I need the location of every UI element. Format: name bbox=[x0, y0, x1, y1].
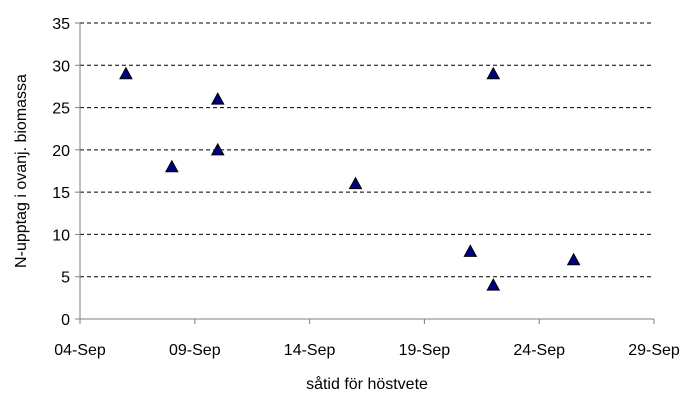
x-tick-label: 24-Sep bbox=[513, 342, 565, 359]
axes bbox=[75, 22, 655, 324]
y-tick-label: 20 bbox=[52, 143, 70, 160]
x-tick-label: 04-Sep bbox=[54, 342, 106, 359]
y-tick-label: 15 bbox=[52, 185, 70, 202]
data-point-triangle bbox=[486, 278, 501, 291]
x-tick-label: 14-Sep bbox=[284, 342, 336, 359]
y-axis-title: N-upptag i ovanj. biomassa bbox=[13, 74, 30, 268]
data-point-triangle bbox=[210, 142, 225, 156]
data-points bbox=[119, 66, 581, 291]
x-tick-label: 19-Sep bbox=[399, 342, 451, 359]
x-axis-title: såtid för höstvete bbox=[306, 375, 428, 393]
data-point-triangle bbox=[164, 159, 179, 173]
y-tick-label: 5 bbox=[61, 270, 70, 287]
data-point-triangle bbox=[210, 92, 225, 105]
data-point-triangle bbox=[486, 66, 501, 80]
data-point-triangle bbox=[348, 176, 363, 190]
data-point-triangle bbox=[566, 252, 581, 266]
y-tick-label: 0 bbox=[61, 312, 70, 329]
data-point-triangle bbox=[463, 244, 478, 257]
gridlines bbox=[80, 22, 654, 278]
x-tick-label: 29-Sep bbox=[628, 342, 680, 359]
y-tick-label: 35 bbox=[52, 16, 70, 33]
y-tick-label: 25 bbox=[52, 101, 70, 118]
data-point-triangle bbox=[119, 66, 133, 80]
y-tick-label: 30 bbox=[52, 58, 70, 75]
tick-labels: 0 5 10 15 20 25 30 35 04-Sep 09-Sep 14-Sep 19-Sep 24… bbox=[52, 16, 680, 359]
y-tick-label: 10 bbox=[52, 227, 70, 244]
x-tick-label: 09-Sep bbox=[169, 342, 221, 359]
